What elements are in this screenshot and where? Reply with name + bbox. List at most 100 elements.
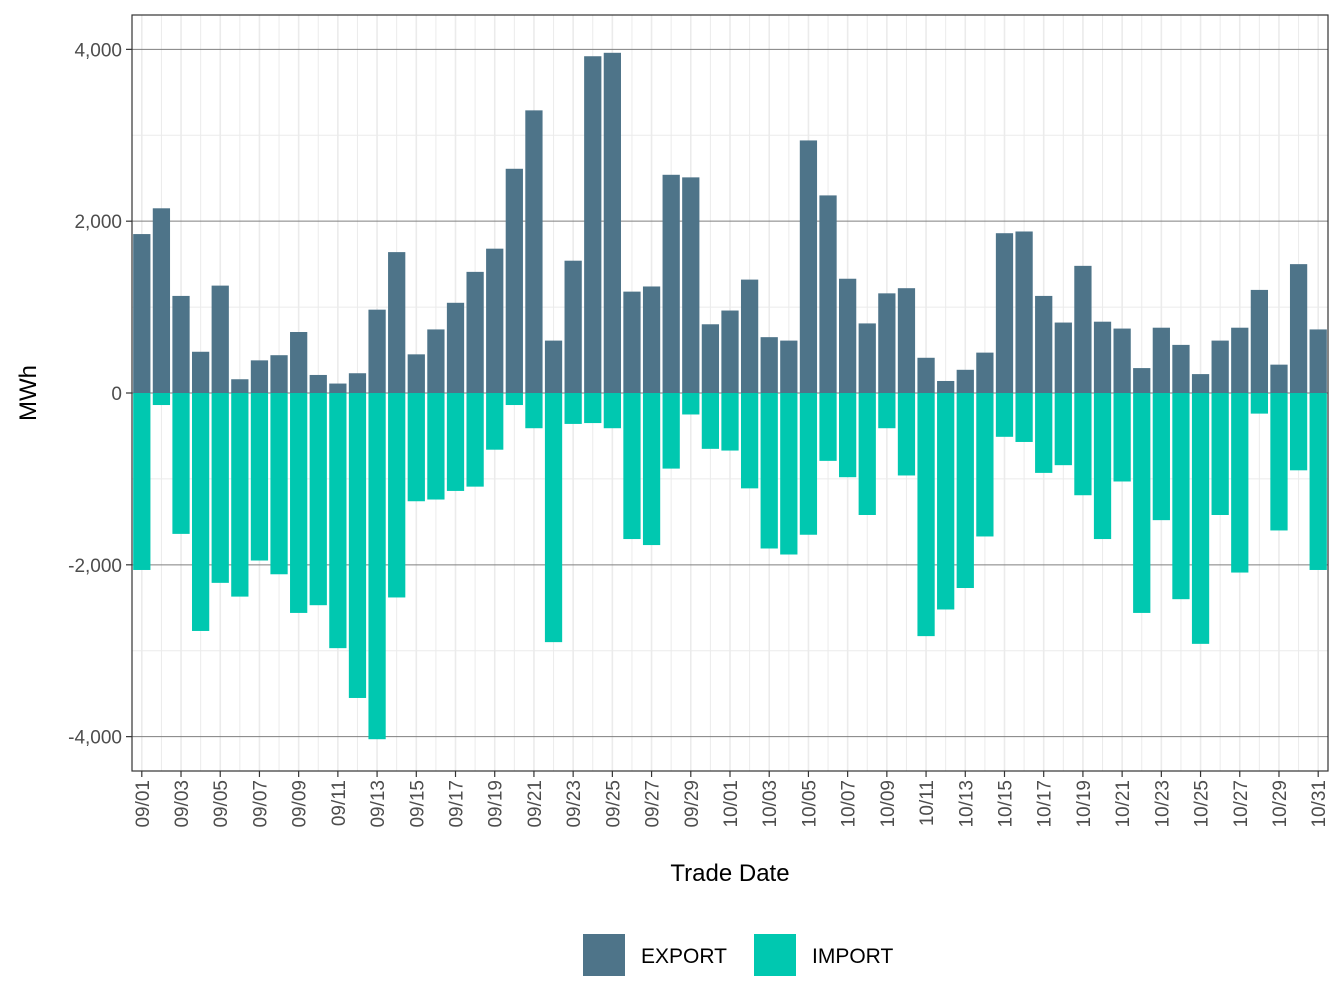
bar-export-09-07 xyxy=(250,360,269,393)
bar-export-09-22 xyxy=(544,340,563,393)
bar-export-09-14 xyxy=(388,252,406,393)
bar-export-09-17 xyxy=(446,302,465,393)
bar-export-09-05 xyxy=(211,285,229,393)
bar-export-10-06 xyxy=(819,195,837,393)
bar-export-09-02 xyxy=(152,208,171,393)
x-tick-label: 10/01 xyxy=(721,780,742,828)
bar-export-10-02 xyxy=(740,279,759,393)
bar-import-10-03 xyxy=(760,393,778,549)
bar-export-10-25 xyxy=(1191,374,1210,393)
legend-label-import: IMPORT xyxy=(812,945,893,968)
x-tick-label: 10/13 xyxy=(956,780,977,828)
bar-import-10-23 xyxy=(1152,393,1170,521)
bar-import-10-04 xyxy=(780,393,798,555)
x-tick-label: 10/03 xyxy=(760,780,781,828)
x-tick-label: 09/19 xyxy=(486,780,507,828)
bar-export-10-17 xyxy=(1035,295,1053,393)
bar-import-10-22 xyxy=(1133,393,1151,613)
bar-import-09-15 xyxy=(407,393,425,502)
bar-import-10-31 xyxy=(1309,393,1327,570)
bar-import-10-01 xyxy=(721,393,739,451)
y-tick-label: -4,000 xyxy=(68,728,122,749)
bar-export-10-21 xyxy=(1113,328,1131,393)
bar-export-09-10 xyxy=(309,374,327,393)
bar-import-09-10 xyxy=(309,393,327,606)
legend-key-export xyxy=(583,934,625,976)
bar-export-10-01 xyxy=(721,310,739,393)
bar-export-10-14 xyxy=(976,352,994,393)
bar-export-10-28 xyxy=(1250,289,1269,393)
bar-export-10-23 xyxy=(1152,327,1170,393)
bar-import-10-19 xyxy=(1074,393,1092,496)
bar-export-10-16 xyxy=(1015,231,1033,393)
bar-export-10-26 xyxy=(1211,340,1229,393)
x-tick-label: 09/01 xyxy=(133,780,154,828)
bar-export-09-01 xyxy=(133,234,151,393)
bar-export-10-18 xyxy=(1054,322,1072,393)
bar-export-10-03 xyxy=(760,337,778,393)
bar-import-10-26 xyxy=(1211,393,1229,515)
bar-export-10-09 xyxy=(878,293,896,393)
x-tick-label: 10/05 xyxy=(799,780,820,828)
bar-export-09-18 xyxy=(466,271,484,393)
x-tick-label: 10/21 xyxy=(1113,780,1134,828)
x-tick-label: 09/21 xyxy=(525,780,546,828)
bar-import-09-28 xyxy=(662,393,680,469)
bar-export-10-22 xyxy=(1133,368,1151,393)
bar-import-09-04 xyxy=(191,393,210,631)
bar-import-09-13 xyxy=(368,393,386,740)
x-tick-label: 09/27 xyxy=(643,780,664,828)
bar-export-10-31 xyxy=(1309,329,1327,393)
x-tick-label: 09/11 xyxy=(329,780,350,826)
bar-export-09-27 xyxy=(642,286,661,393)
legend-key-import xyxy=(754,934,796,976)
bar-export-10-07 xyxy=(839,278,857,393)
bar-export-09-19 xyxy=(486,248,504,393)
bar-export-10-10 xyxy=(897,288,916,393)
bar-export-10-12 xyxy=(937,380,955,393)
bar-import-09-30 xyxy=(701,393,720,449)
bar-export-10-19 xyxy=(1074,265,1092,393)
bar-import-10-20 xyxy=(1093,393,1112,540)
bar-export-09-08 xyxy=(270,355,288,393)
x-tick-label: 10/11 xyxy=(917,780,938,826)
bar-export-09-28 xyxy=(662,174,680,393)
bar-export-10-04 xyxy=(780,340,798,393)
x-tick-label: 09/17 xyxy=(447,780,468,828)
bar-import-09-11 xyxy=(329,393,347,649)
bar-import-10-25 xyxy=(1191,393,1210,644)
bar-export-09-03 xyxy=(172,295,190,393)
x-tick-label: 10/15 xyxy=(995,780,1016,828)
bar-import-09-09 xyxy=(290,393,308,613)
bar-export-10-05 xyxy=(799,140,818,393)
y-axis: -4,000 -2,000 0 2,000 4,000 xyxy=(68,40,132,749)
bar-export-09-15 xyxy=(407,354,425,393)
bar-export-09-20 xyxy=(505,168,523,393)
bar-import-10-11 xyxy=(917,393,935,637)
bar-export-09-12 xyxy=(348,373,367,393)
bar-import-10-12 xyxy=(937,393,955,610)
bar-import-10-10 xyxy=(897,393,916,476)
bar-import-09-14 xyxy=(388,393,406,598)
bar-import-10-06 xyxy=(819,393,837,461)
bar-import-10-28 xyxy=(1250,393,1269,414)
bar-import-09-02 xyxy=(152,393,171,406)
bar-import-09-27 xyxy=(642,393,661,546)
bar-export-09-13 xyxy=(368,309,386,393)
bar-import-10-02 xyxy=(740,393,759,489)
bar-export-09-26 xyxy=(623,291,641,393)
bar-export-09-24 xyxy=(584,56,602,394)
x-tick-label: 09/05 xyxy=(211,780,232,828)
legend: EXPORT IMPORT xyxy=(583,934,893,976)
y-tick-label: 0 xyxy=(111,384,122,405)
bar-import-09-16 xyxy=(427,393,445,500)
bar-export-10-15 xyxy=(995,233,1014,393)
bar-import-09-12 xyxy=(348,393,367,698)
y-tick-label: 4,000 xyxy=(74,40,122,61)
bar-export-10-27 xyxy=(1231,327,1249,393)
bar-export-09-23 xyxy=(564,260,582,393)
bar-import-09-25 xyxy=(603,393,621,429)
bar-export-09-30 xyxy=(701,324,720,393)
bar-import-10-07 xyxy=(839,393,857,478)
